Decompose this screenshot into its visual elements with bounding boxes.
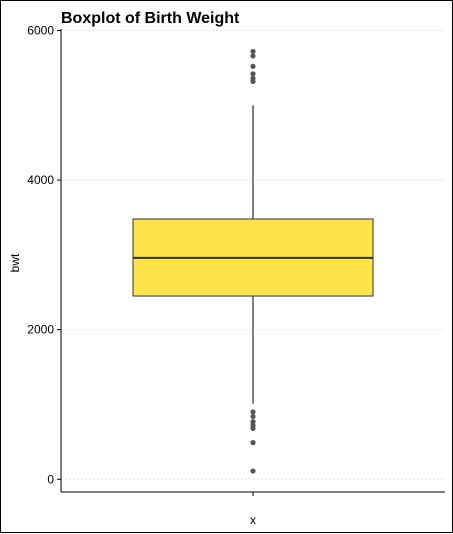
outlier-point <box>250 48 256 55</box>
outlier-point <box>250 53 256 59</box>
outlier-point <box>250 419 256 425</box>
y-axis-label: bwt <box>8 253 22 272</box>
y-tick-label: 2000 <box>27 323 54 337</box>
chart-title: Boxplot of Birth Weight <box>61 10 240 27</box>
y-tick-label: 0 <box>47 472 54 486</box>
outlier-point <box>250 468 256 474</box>
box-layer <box>132 105 374 404</box>
outlier-point <box>250 409 256 415</box>
outlier-point <box>250 413 256 420</box>
outlier-point <box>250 71 256 77</box>
x-axis-label: x <box>250 513 256 527</box>
outlier-point <box>250 440 256 446</box>
y-tick-label: 6000 <box>27 23 54 37</box>
outlier-point <box>250 425 256 432</box>
y-ticks: 0 2000 4000 6000 <box>27 23 61 486</box>
outlier-point <box>250 63 256 69</box>
y-tick-label: 4000 <box>27 173 54 187</box>
outlier-point <box>250 78 256 84</box>
outlier-layer <box>250 48 256 474</box>
